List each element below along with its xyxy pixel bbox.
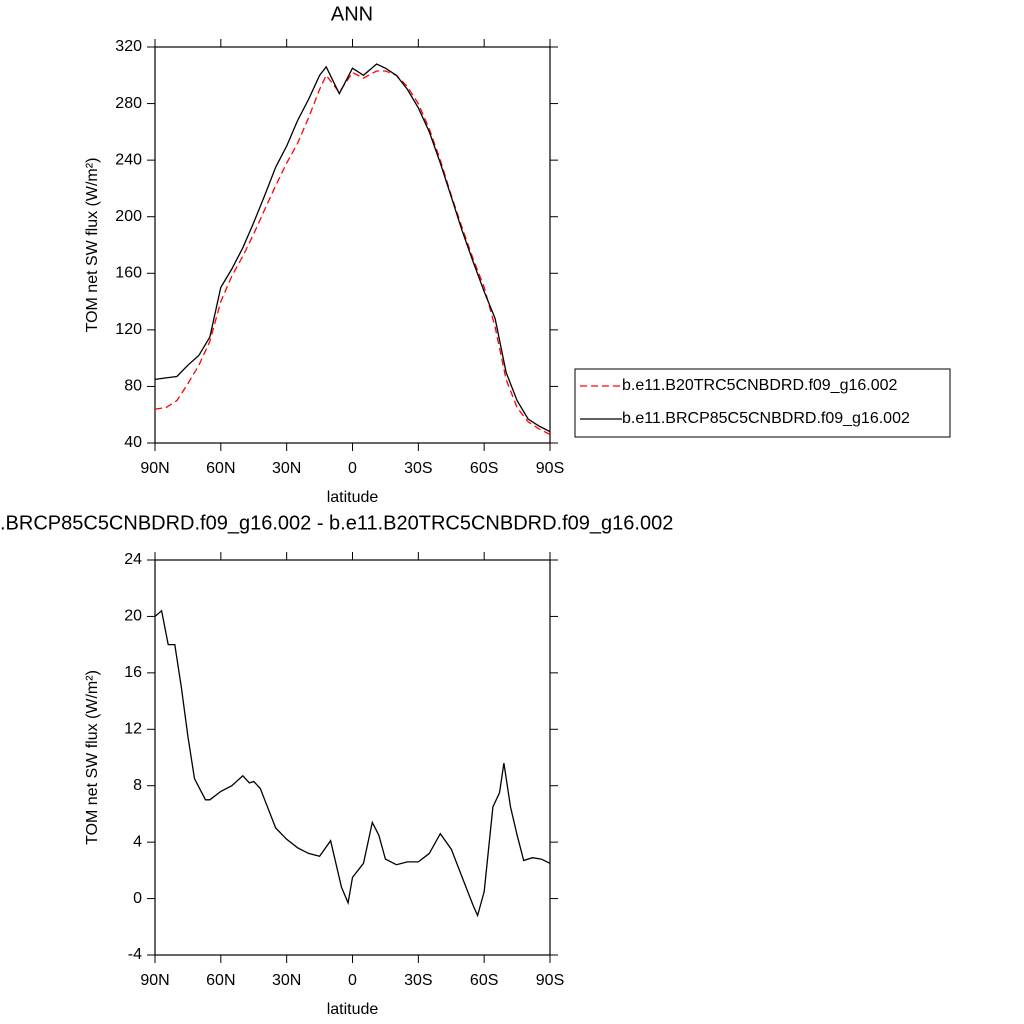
y-tick-label: 80 bbox=[124, 378, 142, 395]
chart-title: .BRCP85C5CNBDRD.f09_g16.002 - b.e11.B20T… bbox=[0, 512, 673, 534]
y-tick-label: 8 bbox=[133, 777, 142, 794]
x-tick-label: 30S bbox=[404, 972, 432, 989]
y-tick-label: 240 bbox=[115, 151, 142, 168]
y-tick-label: 12 bbox=[124, 721, 142, 738]
series-line bbox=[154, 63, 551, 433]
x-tick-label: 60N bbox=[206, 972, 235, 989]
y-tick-label: 4 bbox=[133, 833, 142, 850]
y-axis-label: TOM net SW flux (W/m²) bbox=[84, 158, 101, 333]
x-tick-label: 60N bbox=[206, 460, 235, 477]
chart-title: ANN bbox=[331, 3, 373, 25]
y-tick-label: 120 bbox=[115, 321, 142, 338]
x-tick-label: 90N bbox=[140, 460, 169, 477]
y-tick-label: 24 bbox=[124, 551, 142, 568]
x-tick-label: 60S bbox=[470, 972, 498, 989]
x-tick-label: 60S bbox=[470, 460, 498, 477]
legend-box bbox=[574, 368, 951, 438]
series-line bbox=[154, 609, 551, 918]
x-tick-label: 0 bbox=[348, 460, 357, 477]
y-tick-label: -4 bbox=[128, 946, 142, 963]
x-tick-label: 30N bbox=[272, 972, 301, 989]
y-tick-label: 16 bbox=[124, 664, 142, 681]
plot-frame bbox=[154, 559, 551, 956]
x-tick-label: 30S bbox=[404, 460, 432, 477]
legend-label: b.e11.BRCP85C5CNBDRD.f09_g16.002 bbox=[622, 410, 910, 427]
x-tick-label: 90N bbox=[140, 972, 169, 989]
x-tick-label: 90S bbox=[536, 460, 564, 477]
legend-label: b.e11.B20TRC5CNBDRD.f09_g16.002 bbox=[622, 377, 898, 394]
x-axis-label: latitude bbox=[327, 1001, 379, 1018]
y-tick-label: 20 bbox=[124, 608, 142, 625]
x-tick-label: 30N bbox=[272, 460, 301, 477]
x-axis-label: latitude bbox=[327, 489, 379, 506]
series-line bbox=[154, 70, 551, 436]
y-tick-label: 280 bbox=[115, 95, 142, 112]
y-axis-label: TOM net SW flux (W/m²) bbox=[84, 670, 101, 845]
x-tick-label: 90S bbox=[536, 972, 564, 989]
y-tick-label: 200 bbox=[115, 208, 142, 225]
y-tick-label: 320 bbox=[115, 38, 142, 55]
x-tick-label: 0 bbox=[348, 972, 357, 989]
plot-frame bbox=[154, 46, 551, 444]
y-tick-label: 0 bbox=[133, 890, 142, 907]
y-tick-label: 160 bbox=[115, 265, 142, 282]
y-tick-label: 40 bbox=[124, 434, 142, 451]
